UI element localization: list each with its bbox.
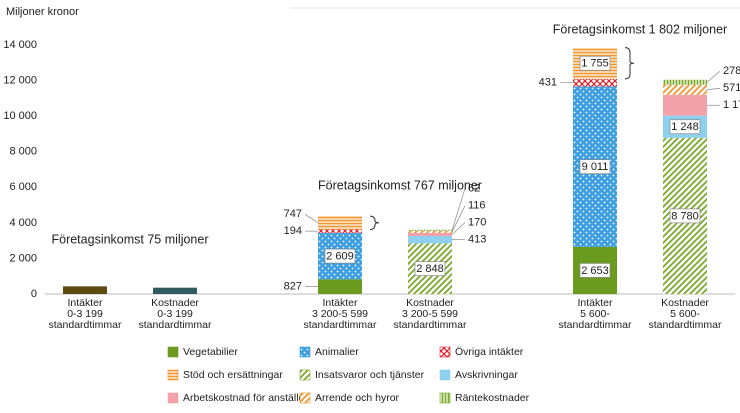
- value-label: 571: [723, 82, 740, 94]
- bar-segment: [318, 279, 362, 294]
- x-tick-label: Kostnader: [406, 297, 454, 309]
- y-tick-label: 10 000: [3, 110, 37, 122]
- bar-segment: [408, 232, 452, 237]
- x-tick-label: standardtimmar: [304, 319, 377, 331]
- x-tick-label: 5 600-: [580, 308, 610, 320]
- legend-label: Stöd och ersättningar: [183, 369, 283, 381]
- annotation: Företagsinkomst 767 miljoner: [318, 178, 482, 192]
- value-label: 431: [539, 77, 557, 89]
- value-label: 1 170: [723, 99, 740, 111]
- legend-label: Arbetskostnad för anställda: [183, 392, 310, 404]
- brace: [369, 215, 380, 230]
- value-label-box: [579, 55, 611, 71]
- x-tick-label: 3 200-5 599: [402, 308, 458, 320]
- legend-swatch: [167, 392, 179, 404]
- legend-label: Animalier: [315, 346, 359, 358]
- legend-label: Insatsvaror och tjänster: [315, 369, 425, 381]
- legend-swatch: [299, 392, 311, 404]
- bar-segment: [663, 94, 707, 116]
- legend-swatch: [167, 369, 179, 381]
- brace: [624, 47, 635, 80]
- value-label: 8 780: [671, 210, 699, 222]
- bar-segment: [663, 79, 707, 85]
- leader-line: [706, 70, 721, 83]
- leader-line: [304, 213, 319, 224]
- y-axis-title: Miljoner kronor: [6, 6, 79, 18]
- x-tick-label: Kostnader: [661, 297, 709, 309]
- legend-swatch: [299, 369, 311, 381]
- bar-segment: [408, 236, 452, 244]
- x-tick-label: standardtimmar: [559, 319, 632, 331]
- y-tick-label: 2 000: [9, 252, 37, 264]
- y-tick-label: 8 000: [9, 146, 37, 158]
- y-tick-label: 6 000: [9, 181, 37, 193]
- leader-line: [451, 205, 466, 233]
- value-label-box: [414, 261, 446, 277]
- x-tick-label: Intäkter: [577, 297, 613, 309]
- bar-segment: [318, 216, 362, 230]
- x-tick-label: standardtimmar: [394, 319, 467, 331]
- value-label: 278: [723, 65, 740, 77]
- value-label: 747: [284, 208, 302, 220]
- bar-segment: [408, 229, 452, 231]
- value-label: 194: [284, 225, 302, 237]
- legend-label: Övriga intäkter: [455, 346, 524, 358]
- bar-segment: [153, 287, 197, 294]
- x-tick-label: standardtimmar: [49, 319, 122, 331]
- y-tick-label: 12 000: [3, 74, 37, 86]
- legend-label: Vegetabilier: [183, 346, 238, 358]
- bar-segment: [318, 229, 362, 233]
- x-tick-label: Intäkter: [67, 297, 103, 309]
- legend-label: Avskrivningar: [455, 369, 518, 381]
- y-tick-label: 4 000: [9, 217, 37, 229]
- value-label-box: [579, 159, 611, 175]
- value-label-box: [669, 208, 701, 224]
- legend-swatch: [167, 346, 179, 358]
- value-label-box: [324, 248, 356, 264]
- annotation: Företagsinkomst 75 miljoner: [51, 232, 208, 246]
- value-label: 170: [468, 217, 486, 229]
- legend-label: Räntekostnader: [455, 392, 530, 404]
- value-label: 116: [468, 200, 486, 212]
- x-tick-label: standardtimmar: [139, 319, 212, 331]
- value-label: 62: [468, 183, 480, 195]
- bar-segment: [663, 84, 707, 95]
- legend-swatch: [439, 369, 451, 381]
- value-label: 827: [284, 281, 302, 293]
- x-tick-label: 5 600-: [670, 308, 700, 320]
- value-label-box: [669, 119, 701, 135]
- value-label: 2 848: [416, 263, 444, 275]
- x-tick-label: 0-3 199: [157, 308, 193, 320]
- value-label: 2 653: [581, 265, 609, 277]
- legend-swatch: [439, 392, 451, 404]
- x-tick-label: Intäkter: [322, 297, 358, 309]
- leader-line: [706, 87, 721, 91]
- value-label: 1 248: [671, 121, 699, 133]
- value-label-box: [579, 263, 611, 278]
- bar-segment: [63, 286, 107, 294]
- legend-label: Arrende och hyror: [315, 392, 400, 404]
- x-tick-label: standardtimmar: [649, 319, 722, 331]
- y-tick-label: 14 000: [3, 39, 37, 51]
- bar-segment: [573, 78, 617, 87]
- legend-swatch: [299, 346, 311, 358]
- leader-line: [451, 222, 466, 235]
- value-label: 9 011: [582, 161, 609, 173]
- annotation: Företagsinkomst 1 802 miljoner: [553, 22, 727, 36]
- leader-line: [451, 188, 466, 231]
- x-tick-label: Kostnader: [151, 297, 199, 309]
- value-label: 413: [468, 234, 486, 246]
- legend-swatch: [439, 346, 451, 358]
- x-tick-label: 3 200-5 599: [312, 308, 368, 320]
- bar-segment: [408, 230, 452, 233]
- value-label: 1 755: [581, 58, 609, 70]
- value-label: 2 609: [326, 250, 354, 262]
- y-tick-label: 0: [31, 288, 37, 300]
- x-tick-label: 0-3 199: [67, 308, 103, 320]
